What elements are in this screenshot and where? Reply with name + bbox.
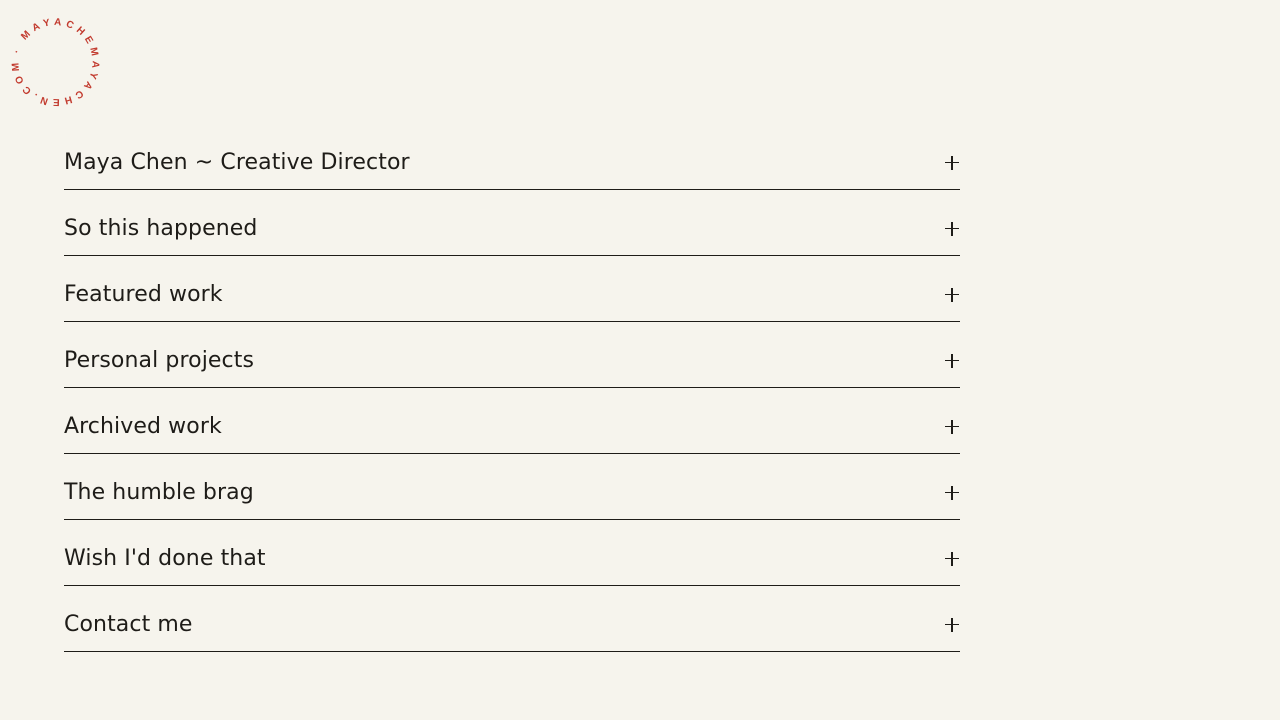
plus-icon <box>945 221 959 236</box>
accordion-item-contact-me[interactable]: Contact me <box>64 586 960 652</box>
plus-icon <box>945 419 959 434</box>
logo-circular-text: · MAYACHEMAYACHEN.COM <box>10 17 96 108</box>
accordion-item-label: Wish I'd done that <box>64 546 266 571</box>
accordion-item-featured-work[interactable]: Featured work <box>64 256 960 322</box>
accordion-item-wish-id-done-that[interactable]: Wish I'd done that <box>64 520 960 586</box>
accordion-item-humble-brag[interactable]: The humble brag <box>64 454 960 520</box>
plus-icon <box>945 617 959 632</box>
circular-logo[interactable]: · MAYACHEMAYACHEN.COM <box>0 0 112 112</box>
plus-icon <box>945 353 959 368</box>
plus-icon <box>945 155 959 170</box>
accordion-item-label: Personal projects <box>64 348 255 373</box>
accordion-item-intro[interactable]: Maya Chen ~ Creative Director <box>64 124 960 190</box>
accordion-item-label: Archived work <box>64 414 222 439</box>
accordion-item-label: The humble brag <box>64 480 254 505</box>
svg-text:· MAYACHEMAYACHEN.COM: · MAYACHEMAYACHEN.COM <box>10 17 101 108</box>
accordion-item-label: Contact me <box>64 612 193 637</box>
accordion-item-so-this-happened[interactable]: So this happened <box>64 190 960 256</box>
accordion-menu: Maya Chen ~ Creative Director So this ha… <box>64 124 960 652</box>
accordion-item-personal-projects[interactable]: Personal projects <box>64 322 960 388</box>
accordion-item-archived-work[interactable]: Archived work <box>64 388 960 454</box>
accordion-item-label: Maya Chen ~ Creative Director <box>64 150 410 175</box>
accordion-item-label: Featured work <box>64 282 223 307</box>
plus-icon <box>945 485 959 500</box>
plus-icon <box>945 287 959 302</box>
plus-icon <box>945 551 959 566</box>
accordion-item-label: So this happened <box>64 216 258 241</box>
